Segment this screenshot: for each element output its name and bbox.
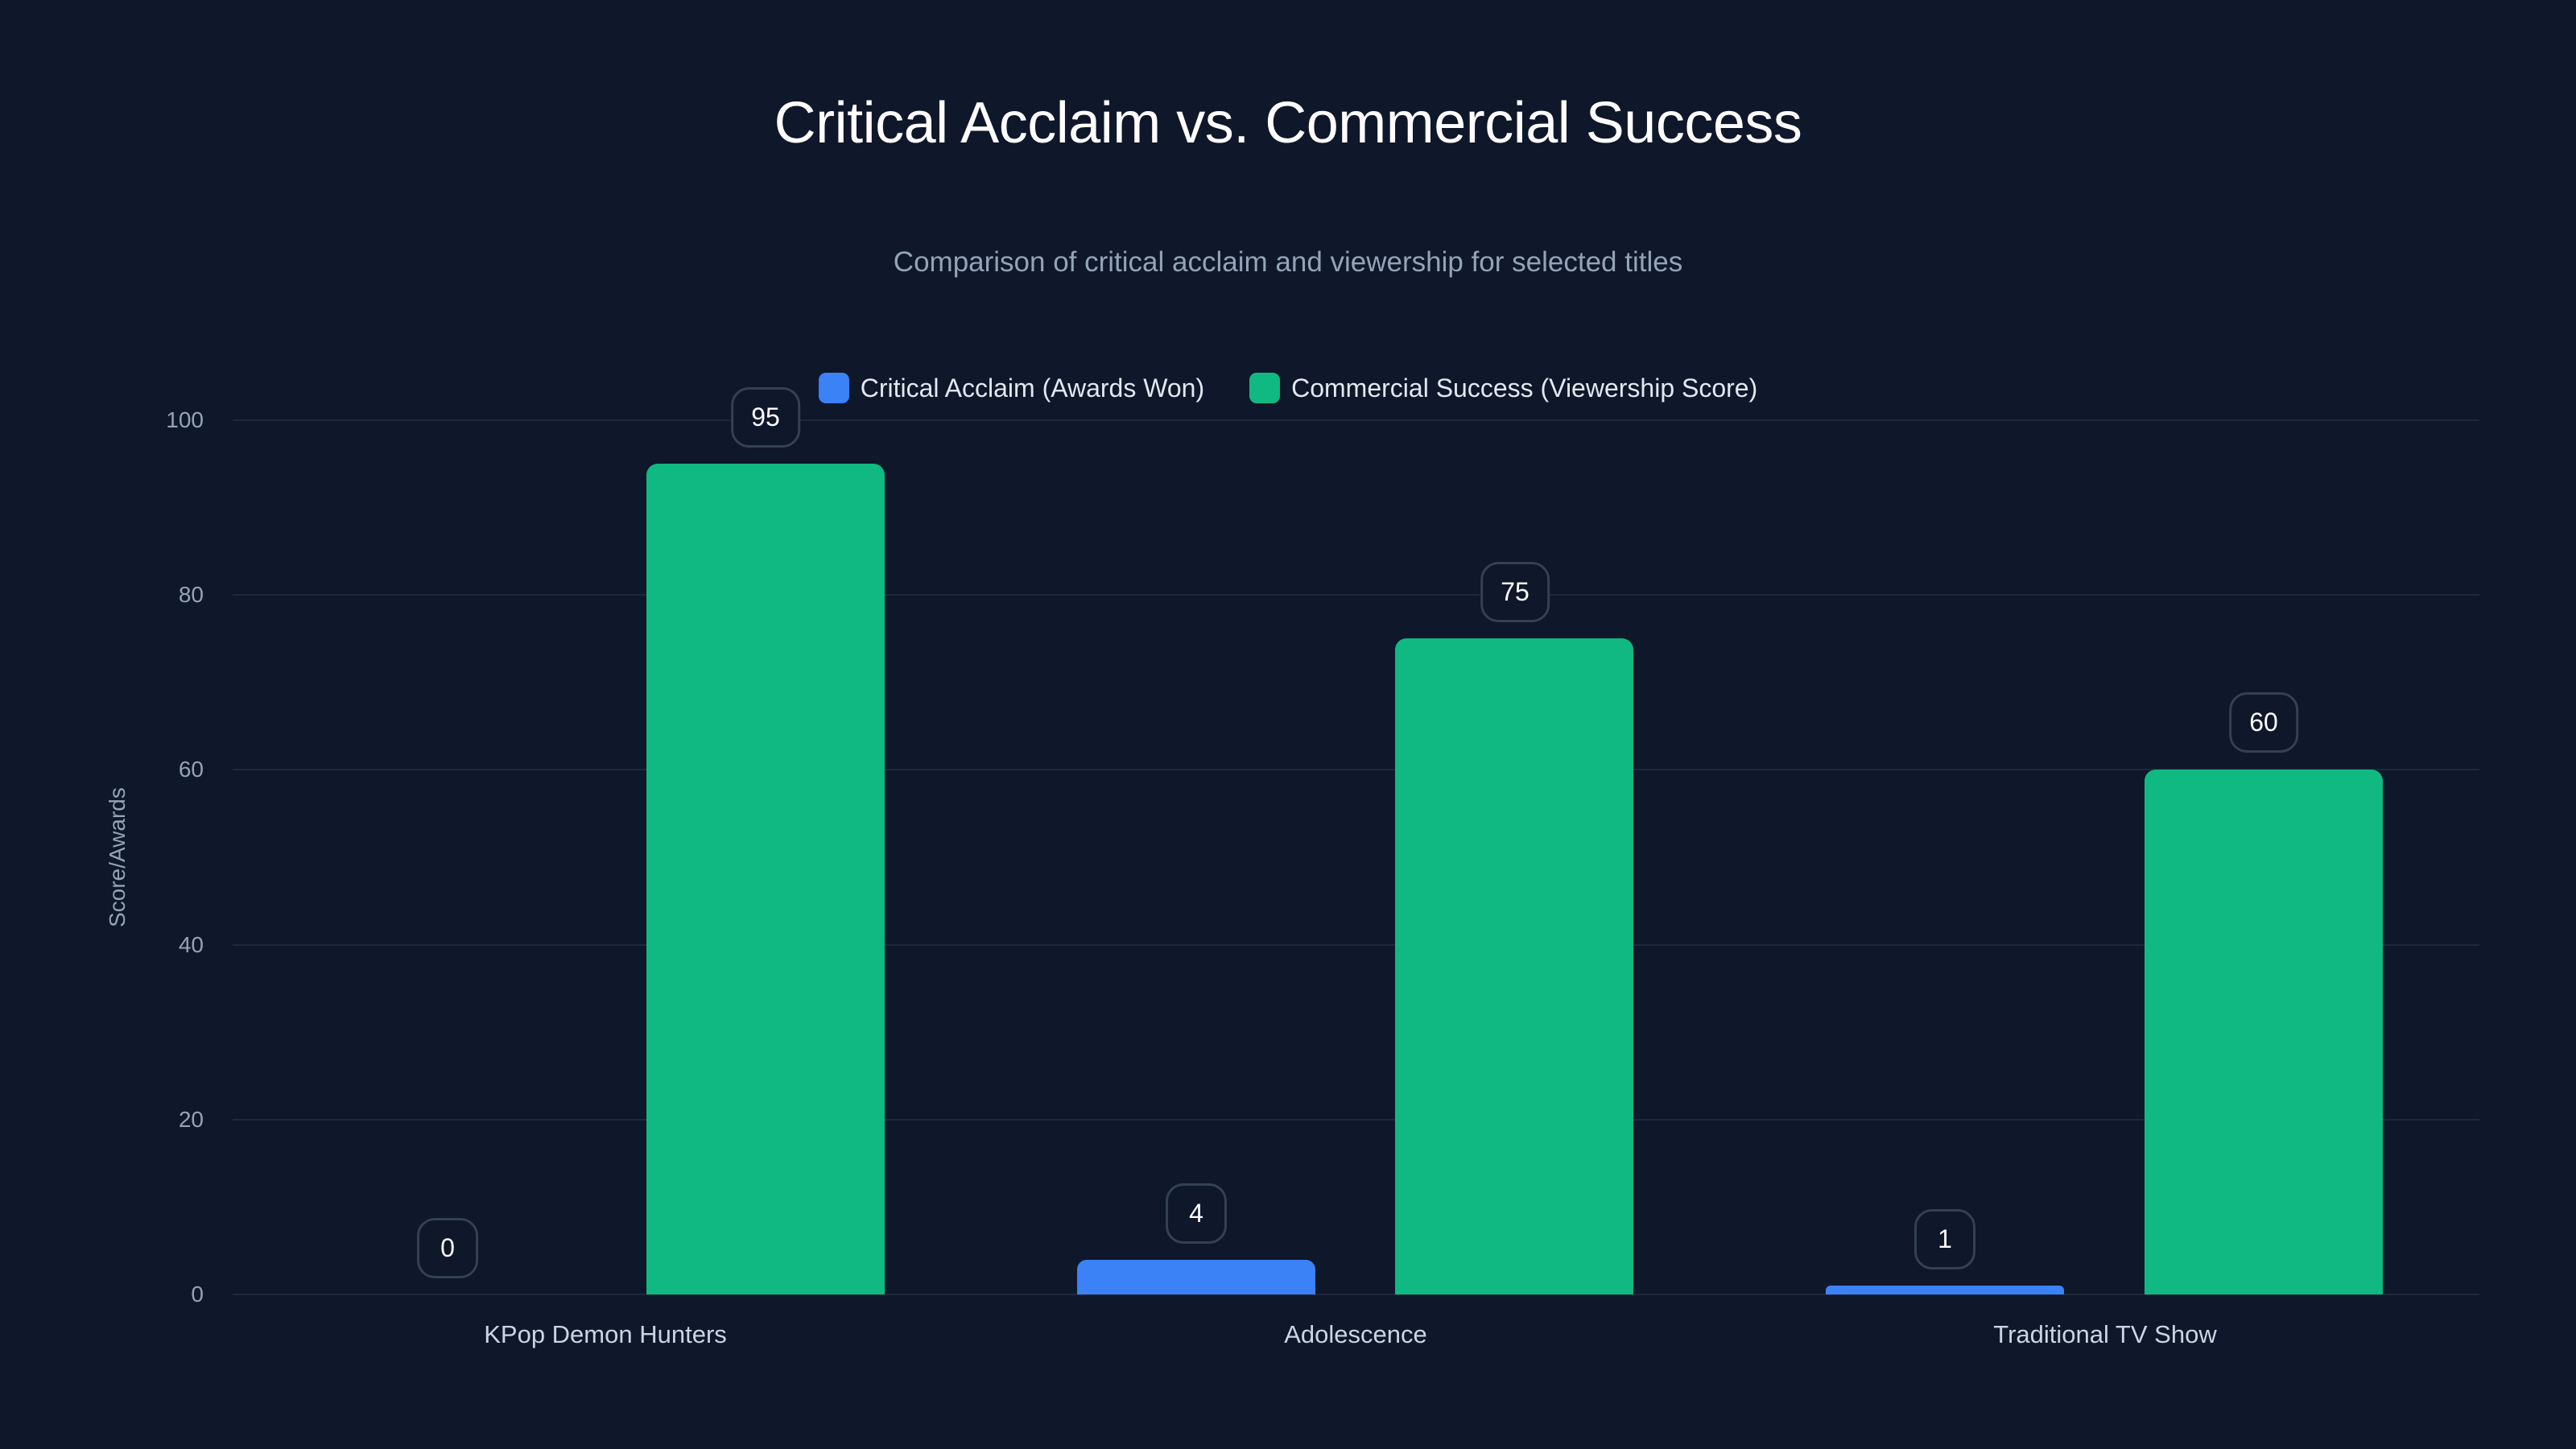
bar-kpop-viewership[interactable]	[646, 464, 885, 1294]
value-label: 75	[1480, 562, 1550, 622]
gridline-40	[233, 944, 2479, 946]
legend-label: Commercial Success (Viewership Score)	[1291, 373, 1758, 402]
value-label: 60	[2229, 692, 2298, 753]
legend-swatch-blue	[818, 373, 849, 403]
value-label: 4	[1166, 1183, 1227, 1244]
value-label: 95	[731, 387, 800, 448]
gridline-80	[233, 594, 2479, 596]
y-tick-80: 80	[178, 582, 204, 607]
bar-adolescence-viewership[interactable]	[1395, 638, 1633, 1294]
chart-subtitle: Comparison of critical acclaim and viewe…	[893, 246, 1683, 278]
x-tick-kpop: KPop Demon Hunters	[484, 1320, 727, 1348]
x-tick-traditional: Traditional TV Show	[1993, 1320, 2217, 1348]
value-label: 1	[1914, 1209, 1975, 1269]
y-tick-0: 0	[191, 1282, 204, 1307]
legend-item-critical-acclaim[interactable]: Critical Acclaim (Awards Won)	[818, 373, 1205, 403]
legend: Critical Acclaim (Awards Won) Commercial…	[0, 373, 2576, 403]
y-tick-100: 100	[166, 407, 204, 432]
chart-title: Critical Acclaim vs. Commercial Success	[774, 91, 1802, 155]
legend-label: Critical Acclaim (Awards Won)	[860, 373, 1205, 402]
y-tick-20: 20	[178, 1107, 204, 1132]
y-tick-60: 60	[178, 757, 204, 782]
gridline-20	[233, 1119, 2479, 1121]
gridline-60	[233, 769, 2479, 770]
x-tick-adolescence: Adolescence	[1284, 1320, 1427, 1348]
bar-traditional-viewership[interactable]	[2145, 770, 2383, 1294]
y-axis-label: Score/Awards	[105, 787, 130, 927]
gridline-0	[233, 1294, 2479, 1295]
plot-area	[233, 419, 2479, 1295]
legend-swatch-green	[1249, 373, 1281, 403]
gridline-100	[233, 419, 2479, 421]
bar-traditional-awards[interactable]	[1826, 1286, 2064, 1294]
value-label: 0	[417, 1218, 478, 1278]
bar-adolescence-awards[interactable]	[1077, 1260, 1315, 1294]
y-tick-40: 40	[178, 932, 204, 957]
legend-item-commercial-success[interactable]: Commercial Success (Viewership Score)	[1249, 373, 1757, 403]
